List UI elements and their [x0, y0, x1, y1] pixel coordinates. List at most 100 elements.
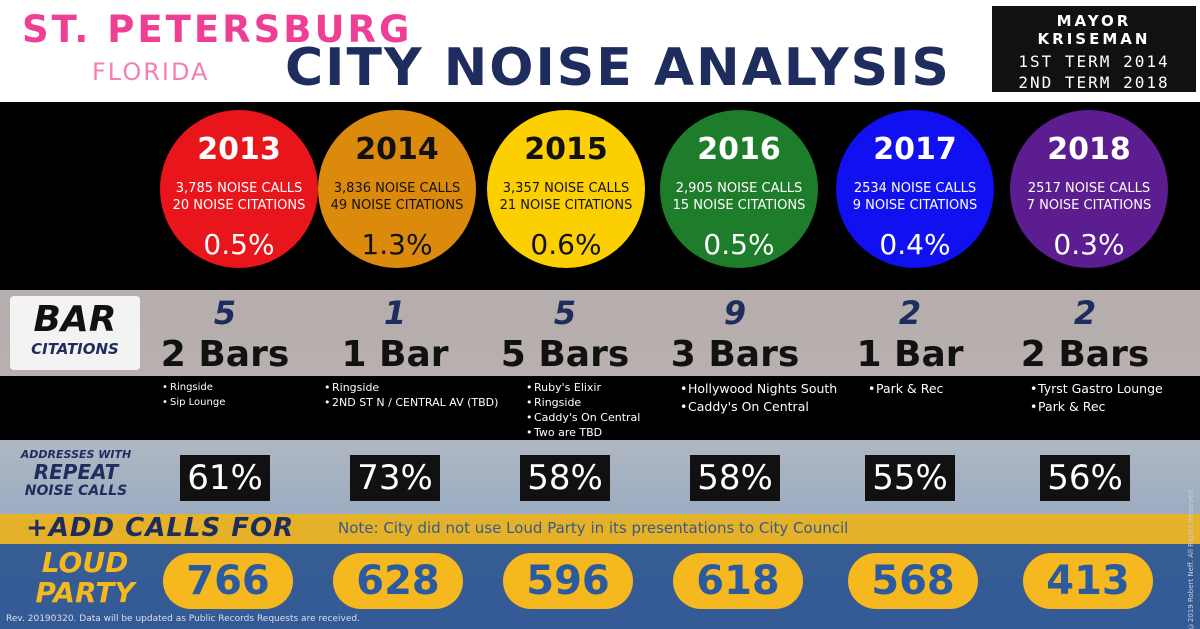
bar-list-item: Sip Lounge — [162, 395, 225, 410]
year-circle: 2013 3,785 NOISE CALLS 20 NOISE CITATION… — [160, 110, 318, 268]
note-text: Note: City did not use Loud Party in its… — [338, 519, 849, 537]
noise-citations: 7 NOISE CITATIONS — [1026, 198, 1152, 213]
bar-list-item: Ringside — [526, 395, 640, 410]
year-circle: 2015 3,357 NOISE CALLS 21 NOISE CITATION… — [487, 110, 645, 268]
bar-citations-count: 2 — [1073, 294, 1097, 332]
year-circle: 2014 3,836 NOISE CALLS 49 NOISE CITATION… — [318, 110, 476, 268]
repeat-percent: 56% — [1040, 455, 1130, 501]
noise-calls: 2534 NOISE CALLS — [853, 181, 977, 196]
citation-rate: 0.5% — [203, 228, 275, 261]
bar-list-item: Caddy's On Central — [526, 410, 640, 425]
bar-citations-count: 1 — [383, 294, 407, 332]
noise-citations: 20 NOISE CITATIONS — [172, 198, 306, 213]
state-name: FLORIDA — [92, 58, 210, 86]
bar-label-small: CITATIONS — [31, 340, 119, 358]
noise-stats: 2,905 NOISE CALLS 15 NOISE CITATIONS — [660, 180, 818, 214]
citation-rate: 0.4% — [879, 228, 951, 261]
mayor-name: MAYOR KRISEMAN — [1037, 12, 1151, 48]
bar-list-item: Caddy's On Central — [680, 398, 837, 416]
bar-list-item: Hollywood Nights South — [680, 380, 837, 398]
bar-citations-count: 5 — [213, 294, 237, 332]
bar-label-big: BAR — [33, 299, 117, 340]
noise-calls: 2,905 NOISE CALLS — [675, 181, 803, 196]
bar-citations-count: 9 — [723, 294, 747, 332]
bar-list: Hollywood Nights South Caddy's On Centra… — [680, 380, 837, 416]
year-label: 2015 — [524, 132, 608, 167]
year-label: 2013 — [197, 132, 281, 167]
bar-citations-band — [0, 290, 1200, 376]
bar-list-item: Ringside — [162, 380, 225, 395]
bars-count: 2 Bars — [1020, 334, 1150, 375]
noise-citations: 49 NOISE CITATIONS — [330, 198, 464, 213]
bars-count: 2 Bars — [160, 334, 290, 375]
year-label: 2018 — [1047, 132, 1131, 167]
loud-party-count: 618 — [673, 553, 803, 609]
noise-stats: 2517 NOISE CALLS 7 NOISE CITATIONS — [1010, 180, 1168, 214]
bar-citations-label: BAR CITATIONS — [10, 296, 140, 370]
citation-rate: 0.6% — [530, 228, 602, 261]
bar-list-item: Park & Rec — [1030, 398, 1163, 416]
repeat-percent: 73% — [350, 455, 440, 501]
revision-note: Rev. 20190320. Data will be updated as P… — [6, 614, 360, 624]
repeat-label-2: REPEAT — [33, 460, 119, 484]
loud-label-2: PARTY — [35, 576, 135, 609]
citation-rate: 0.5% — [703, 228, 775, 261]
year-circle: 2018 2517 NOISE CALLS 7 NOISE CITATIONS … — [1010, 110, 1168, 268]
loud-party-count: 568 — [848, 553, 978, 609]
loud-party-label: LOUD PARTY — [20, 548, 150, 608]
add-calls-label: +ADD CALLS FOR — [26, 513, 295, 543]
repeat-percent: 61% — [180, 455, 270, 501]
citation-rate: 0.3% — [1053, 228, 1125, 261]
bar-list-item: Ruby's Elixir — [526, 380, 640, 395]
loud-label-1: LOUD — [41, 546, 129, 579]
loud-party-count: 628 — [333, 553, 463, 609]
add-calls-strip — [0, 514, 1200, 544]
year-circle: 2017 2534 NOISE CALLS 9 NOISE CITATIONS … — [836, 110, 994, 268]
mayor-box: MAYOR KRISEMAN 1ST TERM 2014 2ND TERM 20… — [992, 6, 1196, 92]
repeat-percent: 58% — [690, 455, 780, 501]
year-label: 2016 — [697, 132, 781, 167]
noise-calls: 3,785 NOISE CALLS — [175, 181, 303, 196]
noise-calls: 2517 NOISE CALLS — [1027, 181, 1151, 196]
bar-list-item: Two are TBD — [526, 425, 640, 440]
noise-citations: 15 NOISE CITATIONS — [672, 198, 806, 213]
year-label: 2014 — [355, 132, 439, 167]
loud-party-count: 596 — [503, 553, 633, 609]
bar-list: Ruby's Elixir Ringside Caddy's On Centra… — [526, 380, 640, 440]
year-circle: 2016 2,905 NOISE CALLS 15 NOISE CITATION… — [660, 110, 818, 268]
repeat-percent: 55% — [865, 455, 955, 501]
loud-party-count: 766 — [163, 553, 293, 609]
bar-list: Park & Rec — [868, 380, 943, 398]
noise-citations: 9 NOISE CITATIONS — [852, 198, 978, 213]
bar-list-item: Tyrst Gastro Lounge — [1030, 380, 1163, 398]
noise-stats: 3,836 NOISE CALLS 49 NOISE CITATIONS — [318, 180, 476, 214]
loud-party-count: 413 — [1023, 553, 1153, 609]
mayor-term-1: 1ST TERM 2014 — [1018, 52, 1170, 71]
bars-count: 5 Bars — [500, 334, 630, 375]
page-title: CITY NOISE ANALYSIS — [285, 38, 951, 98]
repeat-calls-label: ADDRESSES WITH REPEAT NOISE CALLS — [12, 448, 140, 499]
bars-count: 1 Bar — [341, 334, 449, 375]
noise-calls: 3,836 NOISE CALLS — [333, 181, 461, 196]
noise-stats: 3,357 NOISE CALLS 21 NOISE CITATIONS — [487, 180, 645, 214]
copyright-note: ©2019 Robert Neff. All Rights Reserved — [1187, 490, 1195, 629]
bars-count: 3 Bars — [670, 334, 800, 375]
noise-stats: 3,785 NOISE CALLS 20 NOISE CITATIONS — [160, 180, 318, 214]
bar-list-item: Park & Rec — [868, 380, 943, 398]
repeat-label-1: ADDRESSES WITH — [20, 448, 132, 461]
noise-calls: 3,357 NOISE CALLS — [502, 181, 630, 196]
bar-list-item: 2ND ST N / CENTRAL AV (TBD) — [324, 395, 498, 410]
bar-list: Tyrst Gastro Lounge Park & Rec — [1030, 380, 1163, 416]
bar-citations-count: 5 — [553, 294, 577, 332]
bar-list: Ringside Sip Lounge — [162, 380, 225, 410]
mayor-term-2: 2ND TERM 2018 — [1018, 73, 1170, 92]
bar-list-item: Ringside — [324, 380, 498, 395]
year-label: 2017 — [873, 132, 957, 167]
repeat-label-3: NOISE CALLS — [24, 483, 128, 499]
bars-count: 1 Bar — [856, 334, 964, 375]
repeat-percent: 58% — [520, 455, 610, 501]
noise-stats: 2534 NOISE CALLS 9 NOISE CITATIONS — [836, 180, 994, 214]
citation-rate: 1.3% — [361, 228, 433, 261]
bar-citations-count: 2 — [898, 294, 922, 332]
noise-citations: 21 NOISE CITATIONS — [499, 198, 633, 213]
